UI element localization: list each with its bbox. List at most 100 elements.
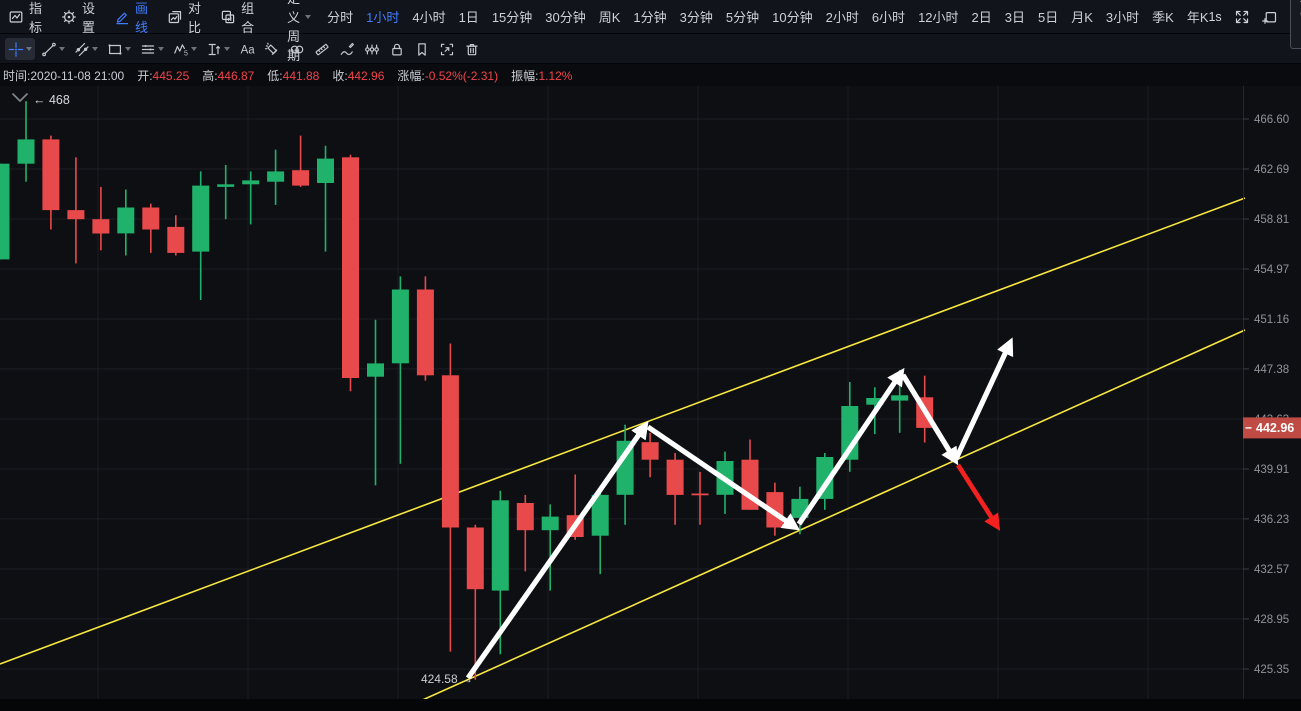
candle-body [192, 185, 210, 252]
tool-rectangle[interactable] [104, 38, 134, 60]
candle-body [17, 139, 35, 164]
channel-drawing[interactable] [0, 197, 1246, 711]
timeframe-1小时[interactable]: 1小时 [366, 10, 400, 25]
tool-trend-line[interactable] [38, 38, 68, 60]
timeframe-周K[interactable]: 周K [598, 10, 621, 25]
tool-lock[interactable] [386, 38, 408, 60]
tool-snapshot[interactable] [436, 38, 458, 60]
elliott-wave-icon: 5 [173, 41, 189, 57]
svg-text:5: 5 [184, 50, 188, 57]
timeframe-2小时[interactable]: 2小时 [825, 10, 859, 25]
pattern-icon [364, 41, 380, 57]
timeframe-6小时[interactable]: 6小时 [871, 10, 906, 25]
timeframe-3小时[interactable]: 3小时 [1105, 10, 1140, 25]
arrow-drawings[interactable] [465, 337, 1014, 680]
timeframe-5日[interactable]: 5日 [1038, 10, 1059, 25]
tool-parallel-channel[interactable] [71, 38, 101, 60]
high-price-label[interactable]: ← 468 [33, 93, 70, 107]
timeframe-月K[interactable]: 月K [1071, 10, 1093, 25]
tool-delete[interactable] [461, 38, 483, 60]
timeframe-3分钟[interactable]: 3分钟 [679, 10, 713, 25]
tool-bookmark[interactable] [411, 38, 433, 60]
svg-text:Aa: Aa [241, 44, 255, 56]
ohlc-field-value: 445.25 [152, 68, 190, 83]
axis-tick-label: 466.60 [1254, 114, 1289, 126]
add-window-icon[interactable] [1261, 9, 1278, 25]
fullscreen-icon[interactable] [1234, 9, 1250, 25]
timeframe-5分钟[interactable]: 5分钟 [725, 10, 760, 25]
tool-linked-circles[interactable] [286, 38, 308, 60]
axis-tick-label: 458.81 [1254, 214, 1289, 226]
window-mode-button[interactable]: 单窗口 [1289, 0, 1301, 49]
timeframe-10分钟[interactable]: 10分钟 [772, 10, 813, 25]
axis-tick-label: 462.69 [1254, 164, 1289, 176]
candle-body [616, 440, 634, 495]
ohlc-field-label: 低: [267, 68, 283, 83]
timeframe-3日[interactable]: 3日 [1004, 10, 1025, 25]
timeframe-15分钟[interactable]: 15分钟 [491, 10, 533, 25]
snapshot-icon [439, 41, 455, 57]
collapse-legend-icon[interactable] [12, 93, 28, 102]
candle-body [92, 219, 110, 234]
chevron-down-icon [224, 46, 230, 51]
ohlc-field: 低:441.88 [267, 67, 319, 84]
candle-body [691, 493, 709, 496]
tool-pattern[interactable] [361, 38, 383, 60]
candle-body [42, 139, 60, 211]
bookmark-icon [414, 41, 430, 57]
timeframe-1日[interactable]: 1日 [458, 10, 479, 25]
candle-body [167, 226, 185, 253]
axis-tick-label: 425.35 [1254, 664, 1289, 676]
tool-text-tool[interactable]: Aa [236, 38, 258, 60]
candle-body [516, 503, 534, 531]
timeframe-分时[interactable]: 分时 [327, 10, 354, 25]
ohlc-field: 高:446.87 [202, 67, 254, 84]
chart-area[interactable]: ← 468 424.58 → 466.60 462.69 458.81 454.97 451… [0, 86, 1301, 711]
ohlc-field-label: 收: [332, 68, 348, 83]
ohlc-field-value: 2020-11-08 21:00 [30, 68, 125, 83]
candle-body [866, 398, 884, 405]
timeframe-2日[interactable]: 2日 [971, 10, 992, 25]
freehand-icon [339, 41, 355, 57]
menu-settings[interactable]: 设置 [61, 0, 95, 36]
tool-magic-eraser[interactable] [261, 38, 283, 60]
timeframe-季K[interactable]: 季K [1152, 10, 1174, 25]
ohlc-field-label: 时间: [3, 68, 31, 83]
menu-indicators[interactable]: 指标 [8, 0, 42, 36]
timeframe-30分钟[interactable]: 30分钟 [545, 10, 586, 25]
indicator-icon [8, 9, 24, 25]
white-arrow [953, 337, 1014, 461]
tool-crosshair[interactable] [5, 37, 35, 60]
price-axis[interactable]: 466.60462.69458.81454.97451.16447.38443.… [1243, 86, 1301, 699]
gear-icon [61, 9, 77, 25]
candle-body [142, 207, 160, 230]
axis-tick-label: 436.23 [1254, 514, 1289, 526]
menu-label: 组合 [241, 0, 255, 35]
candle-body [67, 210, 85, 220]
candle-body [891, 395, 909, 401]
pencil-icon [114, 9, 130, 25]
menu-label: 对比 [188, 0, 202, 35]
tool-horizontal-lines[interactable] [137, 38, 167, 60]
timeframe-1分钟[interactable]: 1分钟 [633, 10, 667, 25]
linked-circles-icon [289, 41, 305, 57]
white-arrow [465, 420, 649, 680]
low-price-label[interactable]: 424.58 → [421, 672, 473, 686]
tool-elliott-wave[interactable]: 5 [170, 38, 200, 60]
ohlc-field: 涨幅:-0.52%(-2.31) [397, 67, 498, 84]
ohlc-field-value: -0.52%(-2.31) [424, 68, 499, 83]
axis-tick-label: 432.57 [1254, 564, 1289, 576]
tool-measure[interactable] [203, 38, 233, 60]
menu-compare[interactable]: 对比 [167, 0, 201, 36]
timeframe-4小时[interactable]: 4小时 [412, 10, 446, 25]
menu-draw-line[interactable]: 画线 [114, 0, 148, 36]
menu-portfolio[interactable]: 组合 [220, 0, 254, 36]
tool-freehand[interactable] [336, 38, 358, 60]
ohlc-field-label: 开: [137, 68, 153, 83]
timeframe-年K[interactable]: 年K [1186, 10, 1209, 25]
candle-body [591, 494, 609, 536]
candlestick-chart[interactable]: ← 468 424.58 → 466.60 462.69 458.81 454.97 451… [0, 86, 1301, 711]
tool-ruler[interactable] [311, 38, 333, 60]
timeframe-12小时[interactable]: 12小时 [918, 10, 959, 25]
chevron-down-icon [305, 14, 312, 19]
